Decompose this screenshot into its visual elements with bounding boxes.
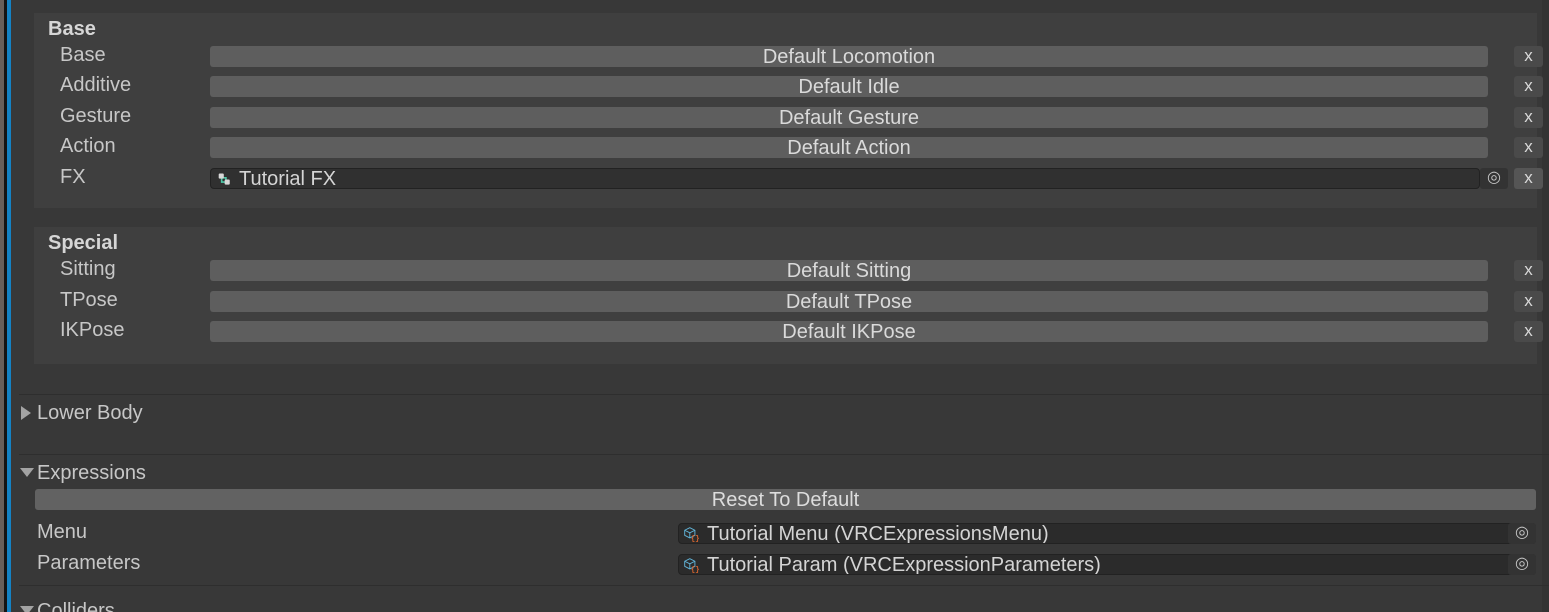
- svg-text:{}: {}: [691, 567, 700, 574]
- svg-text:{}: {}: [691, 536, 700, 543]
